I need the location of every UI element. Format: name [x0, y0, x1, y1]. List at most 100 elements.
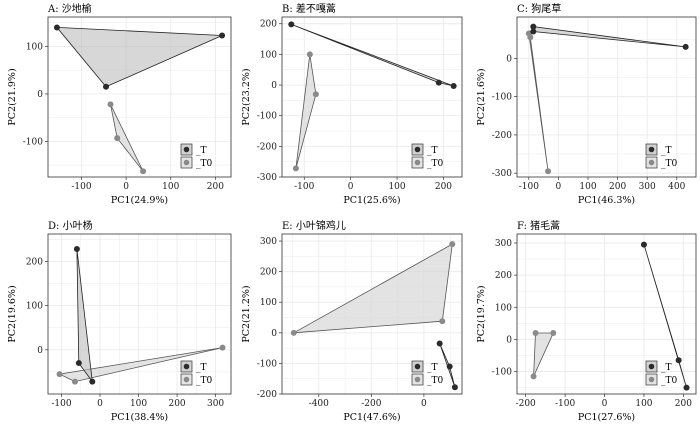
- hull-t0: [293, 243, 453, 334]
- point-t: [73, 246, 80, 253]
- y-tick-label: 0: [506, 335, 512, 345]
- panel-border: [516, 233, 697, 395]
- y-tick-label: 200: [495, 271, 512, 281]
- legend: _T _T0: [411, 143, 444, 169]
- x-tick-label: 200: [675, 399, 692, 409]
- y-axis-label: PC2(23.2%): [241, 68, 252, 125]
- legend-point-t: [414, 146, 421, 153]
- x-axis-label: PC1(47.6%): [343, 412, 400, 423]
- y-axis-label: PC2(21.9%): [7, 68, 18, 125]
- point-t: [683, 384, 690, 391]
- y-tick-label: -100: [492, 368, 512, 378]
- x-tick-label: 0: [348, 182, 354, 192]
- y-tick-label: -100: [257, 359, 277, 369]
- x-tick-label: 100: [388, 182, 405, 192]
- y-tick-label: 0: [271, 329, 277, 339]
- panel-e: -400 -200 0 -200 -100 0 100 200 300 E: 小叶锦鸡儿 PC1(4…: [241, 219, 463, 423]
- point-t0: [290, 329, 297, 336]
- y-tick-label: 300: [495, 239, 512, 249]
- y-tick-label: -200: [257, 390, 277, 400]
- point-t: [103, 83, 110, 90]
- panel-border: [281, 233, 463, 395]
- panel-c: -100 0 100 200 300 400 -300 -200 -100 0 C: 狗尾草 PC1(…: [476, 2, 697, 206]
- legend-label-t0: _T0: [661, 376, 678, 386]
- panel-title: E: 小叶锦鸡儿: [282, 219, 346, 232]
- legend: _T _T0: [645, 360, 678, 386]
- y-tick-label: 300: [260, 237, 277, 247]
- y-tick-label: -200: [492, 131, 512, 141]
- hull-t0: [58, 347, 223, 383]
- panel-border: [47, 233, 232, 395]
- x-axis-label: PC1(25.6%): [343, 195, 400, 206]
- x-tick-label: 100: [579, 182, 596, 192]
- y-tick-label: 100: [260, 50, 277, 60]
- y-tick-label: 0: [37, 90, 43, 100]
- point-t0: [306, 51, 313, 58]
- x-tick-label: 0: [421, 399, 427, 409]
- point-t: [640, 241, 647, 248]
- legend-label-t: _T: [196, 146, 207, 156]
- point-t: [53, 24, 60, 31]
- panel-title: F: 猪毛蒿: [517, 220, 560, 232]
- legend-label-t: _T: [661, 146, 672, 156]
- point-t: [436, 340, 443, 347]
- x-tick-label: 0: [556, 182, 562, 192]
- panel-border: [47, 16, 232, 178]
- panel-title: A: 沙地榆: [47, 2, 92, 15]
- legend: _T _T0: [180, 143, 213, 169]
- y-tick-label: 100: [26, 302, 43, 312]
- panel-b: -100 0 100 200 -300 -200 -100 0 100 200 B: 差不嘎蒿 PC1…: [241, 2, 463, 206]
- x-tick-label: -100: [519, 182, 539, 192]
- point-t0: [114, 135, 121, 142]
- y-tick-label: 100: [26, 42, 43, 52]
- legend-point-t0: [648, 376, 655, 383]
- legend-label-t: _T: [427, 363, 438, 373]
- point-t0: [439, 318, 446, 325]
- panel-title: D: 小叶杨: [48, 219, 93, 232]
- y-tick-label: -200: [257, 142, 277, 152]
- legend-point-t: [648, 363, 655, 370]
- y-axis-label: PC2(19.7%): [476, 285, 487, 342]
- x-tick-label: 100: [635, 399, 652, 409]
- y-tick-label: 200: [260, 20, 277, 30]
- panel-a: -100 0 100 200 -100 0 100 A: 沙地榆 PC1(24.9%) PC2(2…: [7, 2, 232, 206]
- point-t0: [219, 344, 226, 351]
- x-tick-label: -200: [516, 399, 536, 409]
- point-t0: [532, 329, 539, 336]
- y-tick-label: 0: [506, 54, 512, 64]
- x-tick-label: 100: [130, 399, 147, 409]
- x-tick-label: 300: [639, 182, 656, 192]
- hull-t: [643, 244, 687, 388]
- x-tick-label: 0: [97, 399, 103, 409]
- x-tick-label: -400: [309, 399, 329, 409]
- point-t: [675, 357, 682, 364]
- point-t0: [140, 168, 147, 175]
- x-axis-label: PC1(24.9%): [111, 195, 168, 206]
- point-t0: [312, 91, 319, 98]
- point-t0: [530, 373, 537, 380]
- x-axis-label: PC1(27.6%): [578, 412, 635, 423]
- y-tick-label: 100: [495, 303, 512, 313]
- legend-point-t0: [414, 376, 421, 383]
- panel-f: -200 -100 0 100 200 -100 0 100 200 300 F: 猪毛蒿 PC1(2…: [476, 220, 697, 423]
- legend: _T _T0: [645, 143, 678, 169]
- legend-point-t0: [183, 376, 190, 383]
- x-tick-label: -200: [361, 399, 381, 409]
- point-t: [682, 43, 689, 50]
- y-tick-label: 0: [271, 81, 277, 91]
- panel-title: B: 差不嘎蒿: [282, 2, 336, 15]
- y-axis-label: PC2(21.2%): [241, 285, 252, 342]
- point-t0: [292, 165, 299, 172]
- legend-point-t0: [414, 159, 421, 166]
- x-tick-label: 200: [435, 182, 452, 192]
- point-t: [450, 82, 457, 89]
- point-t: [451, 384, 458, 391]
- point-t: [530, 28, 537, 35]
- y-axis-label: PC2(19.6%): [7, 285, 18, 342]
- legend-label-t0: _T0: [196, 376, 213, 386]
- x-axis-label: PC1(38.4%): [111, 412, 168, 423]
- panel-border: [516, 16, 697, 178]
- point-t: [89, 378, 96, 385]
- point-t0: [107, 101, 114, 108]
